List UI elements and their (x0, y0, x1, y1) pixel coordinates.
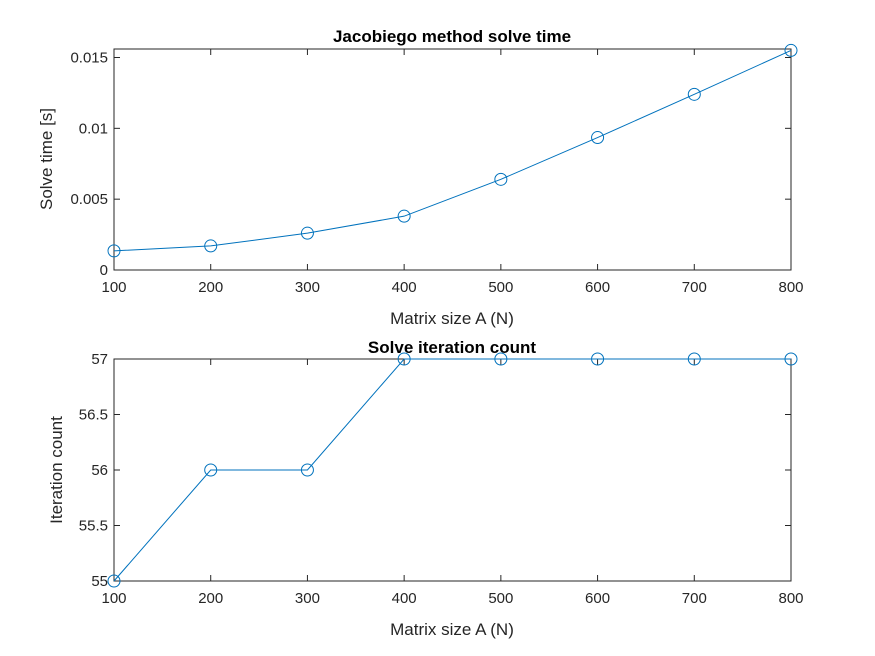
iteration-count-chart: Solve iteration count Matrix size A (N) … (47, 338, 804, 639)
solve-time-xtick-label: 700 (682, 279, 707, 296)
solve-time-data-point (397, 209, 411, 223)
solve-time-series-line (113, 49, 792, 252)
iteration-count-title: Solve iteration count (368, 338, 536, 357)
solve-time-xtick-label: 600 (585, 279, 610, 296)
solve-time-ytick-label: 0.005 (70, 191, 108, 208)
solve-time-ytick-label: 0.01 (79, 120, 108, 137)
solve-time-data-point (591, 131, 605, 145)
solve-time-data-point (300, 226, 314, 240)
solve-time-data-point (204, 239, 218, 253)
solve-time-series (107, 43, 798, 258)
iteration-count-data-point (300, 463, 314, 477)
solve-time-data-point (687, 87, 701, 101)
iteration-count-ylabel: Iteration count (47, 416, 66, 524)
solve-time-ticks: 100 200 300 400 500 600 700 800 0 0.005 0.01 0.015 (70, 49, 804, 296)
iteration-count-xtick-label: 500 (488, 590, 513, 607)
solve-time-xtick-label: 300 (295, 279, 320, 296)
iteration-count-ytick-label: 57 (91, 351, 108, 368)
solve-time-data-point (107, 244, 121, 258)
solve-time-xtick-label: 500 (488, 279, 513, 296)
iteration-count-data-point (204, 463, 218, 477)
solve-time-ytick-label: 0.015 (70, 50, 108, 67)
solve-time-xlabel: Matrix size A (N) (390, 309, 514, 328)
iteration-count-data-point (784, 352, 798, 366)
iteration-count-data-point (591, 352, 605, 366)
iteration-count-ytick-label: 56 (91, 462, 108, 479)
solve-time-data-point (494, 172, 508, 186)
solve-time-xtick-label: 200 (198, 279, 223, 296)
iteration-count-xtick-label: 800 (778, 590, 803, 607)
iteration-count-ticks: 100 200 300 400 500 600 700 800 55 55.5 56 56.5 57 (79, 351, 804, 607)
solve-time-ylabel: Solve time [s] (37, 108, 56, 210)
iteration-count-xtick-label: 400 (392, 590, 417, 607)
solve-time-xtick-label: 400 (392, 279, 417, 296)
iteration-count-xtick-label: 300 (295, 590, 320, 607)
solve-time-title: Jacobiego method solve time (333, 27, 571, 46)
iteration-count-data-point (494, 352, 508, 366)
iteration-count-xtick-label: 200 (198, 590, 223, 607)
solve-time-data-point (784, 43, 798, 57)
iteration-count-xlabel: Matrix size A (N) (390, 620, 514, 639)
iteration-count-xtick-label: 700 (682, 590, 707, 607)
iteration-count-series-line (113, 358, 791, 582)
iteration-count-data-point (397, 352, 411, 366)
solve-time-xtick-label: 100 (101, 279, 126, 296)
iteration-count-xtick-label: 600 (585, 590, 610, 607)
iteration-count-xtick-label: 100 (101, 590, 126, 607)
solve-time-ytick-label: 0 (100, 262, 108, 279)
iteration-count-ytick-label: 56.5 (79, 407, 108, 424)
iteration-count-ytick-label: 55 (91, 573, 108, 590)
solve-time-chart: Jacobiego method solve time Matrix size … (37, 27, 804, 328)
iteration-count-data-point (687, 352, 701, 366)
iteration-count-ytick-label: 55.5 (79, 518, 108, 535)
iteration-count-data-point (107, 574, 121, 588)
iteration-count-series (107, 352, 798, 588)
solve-time-plot-area (113, 48, 792, 271)
solve-time-xtick-label: 800 (778, 279, 803, 296)
